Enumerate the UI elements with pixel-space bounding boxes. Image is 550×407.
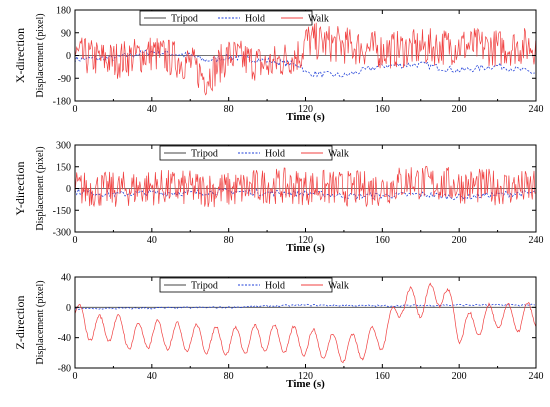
- x-tick-label: 200: [452, 235, 467, 246]
- x-tick-label: 200: [452, 371, 467, 382]
- x-tick-label: 120: [298, 104, 313, 115]
- panel-z-direction: 0 40 80 120 160 200 240 -80 -40 0 40 Time (s) Displa…: [13, 273, 544, 391]
- x-tick-label: 240: [529, 104, 544, 115]
- y-tick-label: -150: [53, 206, 71, 217]
- y-axis-title: Displacement (pixel): [35, 13, 46, 97]
- y-tick-label: -80: [58, 364, 71, 375]
- x-tick-label: 120: [298, 235, 313, 246]
- y-tick-label: -40: [58, 333, 71, 344]
- y-tick-label: 180: [56, 6, 71, 17]
- legend-label: Tripod: [191, 281, 218, 292]
- x-tick-label: 0: [73, 104, 78, 115]
- direction-label: X-direction: [13, 28, 27, 83]
- legend-label: Tripod: [171, 14, 198, 25]
- x-tick-label: 0: [73, 235, 78, 246]
- legend: Tripod Hold Walk: [159, 145, 349, 161]
- y-tick-label: 150: [56, 162, 71, 173]
- x-tick-label: 80: [224, 371, 234, 382]
- y-tick-label: 90: [61, 28, 71, 39]
- x-axis-title: Time (s): [286, 378, 325, 390]
- x-tick-label: 80: [224, 104, 234, 115]
- series-line-hold: [75, 187, 535, 201]
- x-tick-label: 240: [529, 371, 544, 382]
- legend-label: Walk: [328, 281, 349, 292]
- y-tick-label: 300: [56, 141, 71, 152]
- y-tick-label: -300: [53, 228, 71, 239]
- x-tick-label: 160: [375, 235, 390, 246]
- direction-label: Y-direction: [13, 162, 27, 216]
- legend: Tripod Hold Walk: [159, 277, 349, 293]
- legend-label: Hold: [265, 149, 285, 160]
- series-group: [75, 22, 536, 96]
- y-tick-label: -90: [58, 74, 71, 85]
- y-axis-title: Displacement (pixel): [35, 146, 46, 230]
- series-line-hold: [75, 303, 535, 310]
- x-axis-title: Time (s): [286, 111, 325, 123]
- x-tick-label: 40: [147, 235, 157, 246]
- series-line-walk: [75, 165, 536, 208]
- x-tick-label: 200: [452, 104, 467, 115]
- direction-label: Z-direction: [13, 296, 27, 350]
- y-tick-label: 0: [66, 51, 71, 62]
- x-tick-label: 80: [224, 235, 234, 246]
- panel-x-direction: 0 40 80 120 160 200 240 -180 -90 0 90 180 Time (s) Di…: [13, 6, 544, 124]
- legend-label: Tripod: [191, 149, 218, 160]
- series-line-walk: [75, 282, 536, 364]
- x-tick-label: 240: [529, 235, 544, 246]
- x-axis-title: Time (s): [286, 242, 325, 254]
- legend-label: Hold: [265, 281, 285, 292]
- x-tick-label: 0: [73, 371, 78, 382]
- y-tick-label: 40: [61, 273, 71, 284]
- x-tick-label: 120: [298, 371, 313, 382]
- y-tick-label: 0: [66, 184, 71, 195]
- y-tick-label: -180: [53, 97, 71, 108]
- legend-label: Walk: [328, 149, 349, 160]
- panel-y-direction: 0 40 80 120 160 200 240 -300 -150 0 150 300 Time (s)…: [13, 141, 544, 255]
- x-tick-label: 160: [375, 104, 390, 115]
- x-tick-label: 40: [147, 104, 157, 115]
- y-axis-title: Displacement (pixel): [35, 280, 46, 364]
- y-tick-label: 0: [66, 303, 71, 314]
- legend-label: Walk: [308, 14, 329, 25]
- x-tick-label: 40: [147, 371, 157, 382]
- series-group: [75, 165, 536, 208]
- x-tick-label: 160: [375, 371, 390, 382]
- series-group: [75, 282, 536, 364]
- series-line-walk: [75, 22, 536, 96]
- legend: Tripod Hold Walk: [139, 10, 329, 26]
- legend-label: Hold: [245, 14, 265, 25]
